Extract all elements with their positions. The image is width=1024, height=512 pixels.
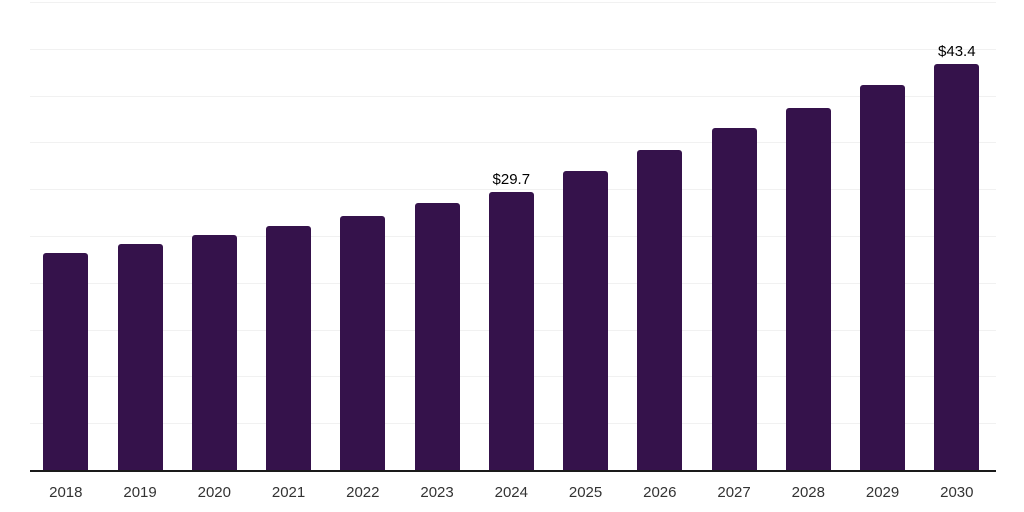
data-label-2030: $43.4 [938, 42, 976, 60]
bar-2028 [785, 107, 831, 470]
x-tick-label: 2024 [494, 484, 528, 501]
x-tick-label: 2021 [271, 484, 306, 501]
x-tick-label: 2020 [197, 484, 231, 501]
x-tick-label: 2025 [568, 484, 603, 501]
gridline [30, 48, 996, 50]
x-tick-label: 2023 [420, 484, 454, 501]
x-tick-label: 2026 [643, 484, 677, 501]
gridline [30, 2, 996, 3]
gridline [30, 95, 996, 97]
x-axis-line [30, 470, 996, 472]
x-tick-label: 2028 [791, 484, 825, 501]
data-label-2024: $29.7 [492, 171, 531, 188]
x-tick-label: 2018 [49, 484, 83, 501]
x-tick-label: 2022 [346, 484, 380, 501]
bar-2026 [637, 149, 683, 470]
bar-2021 [266, 225, 312, 470]
bar-2020 [191, 235, 237, 470]
bar-2025 [563, 171, 609, 470]
bar-2024 [488, 192, 534, 470]
bar-2030 [934, 63, 980, 470]
bar-2029 [860, 85, 906, 470]
bar-2022 [340, 216, 386, 470]
bar-2018 [43, 252, 89, 470]
gridline [30, 142, 996, 144]
bar-2027 [711, 128, 757, 470]
x-tick-label: 2029 [865, 484, 900, 501]
gridline [30, 189, 996, 191]
x-tick-label: 2019 [123, 484, 157, 501]
x-tick-label: 2027 [717, 484, 751, 501]
bar-2023 [414, 203, 460, 470]
x-tick-label: 2030 [940, 484, 974, 501]
bar-2019 [117, 244, 163, 470]
